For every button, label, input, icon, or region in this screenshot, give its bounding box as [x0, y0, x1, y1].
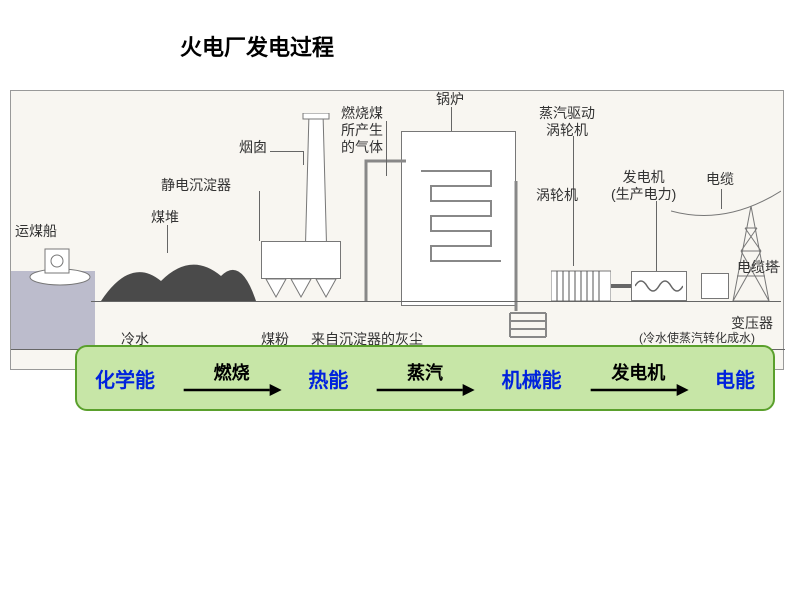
label-chimney: 烟囱: [239, 139, 267, 156]
arrow-group: 蒸汽: [348, 359, 501, 397]
label-condense-note: (冷水使蒸汽转化成水): [639, 331, 755, 345]
label-transformer: 变压器: [731, 315, 773, 332]
transition-combustion: 燃烧: [214, 359, 250, 385]
leader: [573, 203, 574, 266]
arrow-group: 发电机: [562, 359, 715, 397]
leader: [167, 225, 168, 253]
label-turbine: 涡轮机: [536, 187, 578, 204]
label-boiler: 锅炉: [436, 91, 464, 108]
label-precipitator: 静电沉淀器: [161, 177, 231, 194]
energy-stage-chemical: 化学能: [95, 364, 155, 393]
arrow-icon: [348, 383, 501, 397]
energy-stage-mechanical: 机械能: [502, 364, 562, 393]
page-title: 火电厂发电过程: [180, 30, 334, 62]
label-steam-drive: 蒸汽驱动 涡轮机: [539, 105, 595, 139]
label-generator: 发电机 (生产电力): [611, 169, 676, 203]
label-combustion-gas: 燃烧煤 所产生 的气体: [341, 105, 383, 155]
leader: [270, 151, 303, 152]
transition-generator: 发电机: [611, 359, 665, 385]
leader: [656, 201, 657, 271]
arrow-group: 燃烧: [155, 359, 308, 397]
coal-pile-shape: [101, 251, 256, 301]
label-coal-ship: 运煤船: [15, 223, 57, 240]
condenser-icon: [506, 309, 550, 347]
ground-line: [91, 301, 781, 302]
precipitator-shape: [261, 241, 341, 279]
coal-ship-icon: [25, 241, 95, 287]
leader: [451, 107, 452, 131]
leader: [386, 121, 387, 176]
turbine-shape: [551, 266, 611, 306]
transition-steam: 蒸汽: [407, 359, 443, 385]
energy-stage-electrical: 电能: [715, 364, 755, 393]
label-cable: 电缆: [706, 171, 734, 188]
energy-stage-thermal: 热能: [308, 364, 348, 393]
precipitator-hoppers: [261, 279, 341, 299]
plant-diagram: 烟囱 静电沉淀器 煤堆 运煤船 冷水 煤粉 来自沉淀器的灰尘 燃烧煤 所产生 的…: [10, 90, 784, 370]
label-cable-tower: 电缆塔: [737, 259, 779, 276]
leader: [259, 191, 260, 241]
leader: [303, 151, 304, 165]
leader: [721, 189, 722, 209]
generator-coil-icon: [635, 275, 683, 297]
energy-flow-bar: 化学能 燃烧 热能 蒸汽 机械能 发电机 电能: [75, 345, 775, 411]
arrow-icon: [562, 383, 715, 397]
arrow-icon: [155, 383, 308, 397]
shaft: [611, 284, 631, 288]
cable-line: [671, 186, 781, 226]
label-coal-pile: 煤堆: [151, 209, 179, 226]
